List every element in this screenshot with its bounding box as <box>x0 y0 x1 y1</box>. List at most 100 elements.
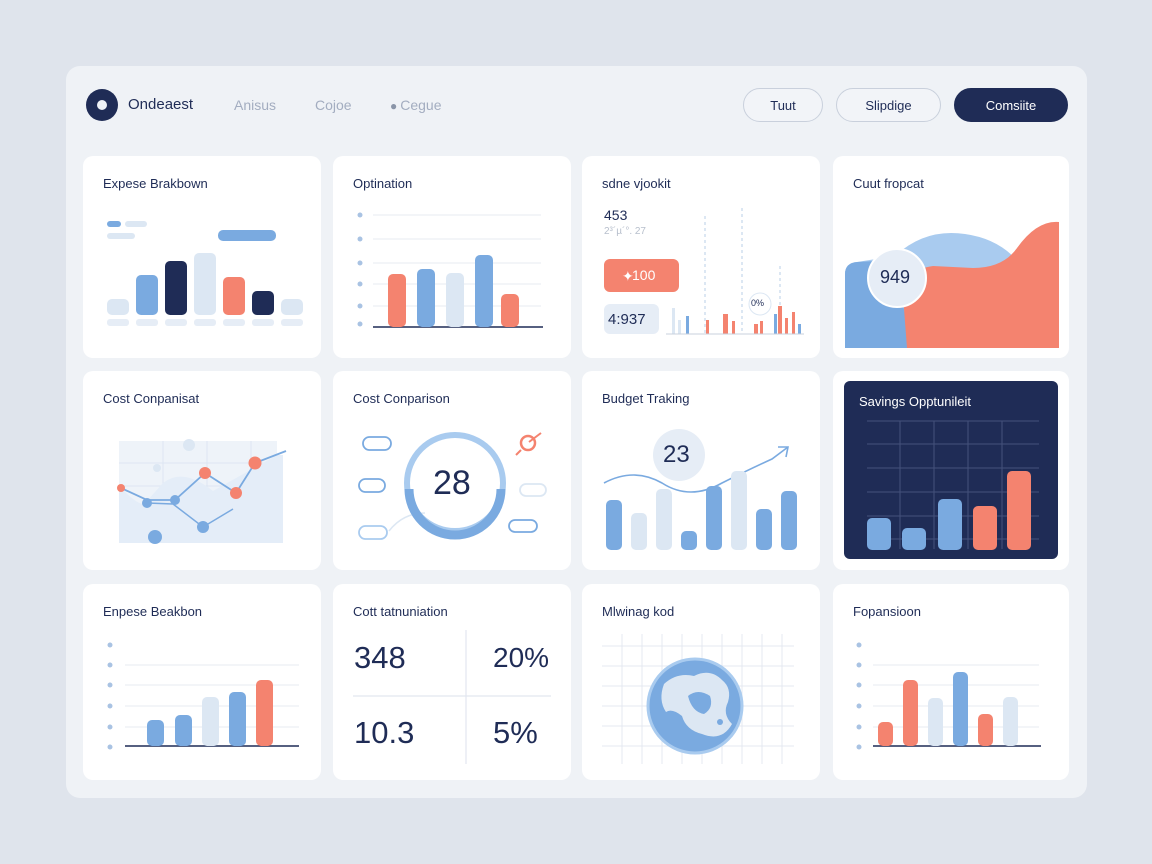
stat-value: 20% <box>493 642 550 673</box>
legend-bar <box>125 221 147 227</box>
stat-value: 348 <box>354 640 406 675</box>
value-bubble <box>867 248 927 308</box>
bar <box>731 471 747 550</box>
card-title: Fopansioon <box>853 604 921 619</box>
bar <box>928 698 943 746</box>
pct-bubble <box>748 292 772 316</box>
bar <box>681 531 697 550</box>
bar <box>229 692 246 746</box>
card-fopansioon[interactable]: Fopansioon <box>833 584 1069 780</box>
brand-name: Ondeaest <box>128 96 194 113</box>
point <box>183 439 195 451</box>
card-title: Cost Conparison <box>353 391 450 406</box>
gauge-value: 28 <box>433 464 471 502</box>
card-cost-comparison[interactable]: Cost Conparison 28 <box>333 371 571 570</box>
card-cuut-fropcat[interactable]: Cuut fropcat 949 <box>833 156 1069 358</box>
savings-chart <box>844 381 1058 559</box>
card-sdne-vjookit[interactable]: sdne vjookit 453 2³´µ´°. 27 ✦ <box>582 156 820 358</box>
card-title: Mlwinag kod <box>602 604 675 619</box>
card-savings-opportunities[interactable]: Savings Opptunileit <box>833 371 1069 570</box>
expense-beakbon-chart <box>107 642 299 750</box>
bar <box>756 509 772 550</box>
expense-breakdown-chart <box>107 221 303 326</box>
card-mlwinag-kod[interactable]: Mlwinag kod <box>582 584 820 780</box>
stat-value: 453 <box>604 207 628 223</box>
stat-subtext: 2³´µ´°. 27 <box>604 226 646 237</box>
pct-value: 0% <box>751 298 765 308</box>
dashboard-frame: Ondeaest Anisus Cojoe ● Cegue Tuut Slipdi… <box>66 66 1087 798</box>
card-title: Cost Conpanisat <box>103 391 200 406</box>
card-title: sdne vjookit <box>602 176 671 191</box>
bar <box>147 720 164 746</box>
bar <box>656 489 672 550</box>
bar <box>706 486 722 550</box>
location-icon: ● <box>390 99 398 113</box>
bar <box>606 500 622 550</box>
badge-icon: ✦ <box>622 269 634 285</box>
card-budget-tracking[interactable]: Budget Traking 23 <box>582 371 820 570</box>
bubble-value: 23 <box>663 441 690 468</box>
card-title: Enpese Beakbon <box>103 604 203 619</box>
stats-grid-lines <box>353 630 551 764</box>
cost-companisat-line-chart <box>117 439 287 544</box>
point <box>117 484 125 492</box>
area-coral <box>903 221 1059 348</box>
bar <box>417 269 435 327</box>
slipdige-button[interactable]: Slipdige <box>836 88 941 122</box>
card-title: Optination <box>353 176 413 191</box>
point <box>199 467 211 479</box>
point <box>170 495 180 505</box>
card-title: Expese Brakbown <box>103 176 208 191</box>
stat-box-value: 4:937 <box>608 311 646 328</box>
bar <box>1003 697 1018 746</box>
bar <box>867 518 891 550</box>
bar <box>781 491 797 550</box>
nav-item-anisus[interactable]: Anisus <box>234 97 277 113</box>
bar <box>475 255 493 327</box>
bar <box>878 722 893 746</box>
card-title: Savings Opptunileit <box>859 394 972 409</box>
nav-item-cegue[interactable]: ● Cegue <box>390 97 442 113</box>
bar <box>446 273 464 327</box>
bar <box>938 499 962 550</box>
card-title: Cott tatnuniation <box>353 604 448 619</box>
stat-box <box>604 304 659 334</box>
legend-swatch <box>107 221 121 227</box>
top-bar: Ondeaest Anisus Cojoe ● Cegue Tuut Slipdi… <box>66 66 1087 144</box>
panel-background <box>844 381 1058 559</box>
badge-value: 100 <box>632 267 656 283</box>
point <box>230 487 242 499</box>
logo-icon <box>86 89 118 121</box>
option-pill <box>519 483 547 497</box>
option-pill <box>362 436 392 451</box>
comsite-button[interactable]: Comsiite <box>954 88 1068 122</box>
trend-arrow <box>778 446 789 458</box>
bar <box>136 275 158 315</box>
card-title: Cuut fropcat <box>853 176 924 191</box>
bar <box>256 680 273 746</box>
nav-item-cojoe[interactable]: Cojoe <box>315 97 352 113</box>
card-cott-tatnuniation[interactable]: Cott tatnuniation 348 20% 10.3 5% <box>333 584 571 780</box>
bar <box>501 294 519 327</box>
option-pill <box>358 525 388 540</box>
legend-bar <box>107 233 135 239</box>
point <box>197 521 209 533</box>
bar <box>194 253 216 315</box>
point <box>153 464 161 472</box>
bar <box>388 274 406 327</box>
trend-line <box>603 446 789 493</box>
nav-item-cegue-label: Cegue <box>400 97 442 113</box>
card-expense-breakdown[interactable]: Expese Brakbown <box>83 156 321 358</box>
card-cost-companisat[interactable]: Cost Conpanisat <box>83 371 321 570</box>
card-optimization[interactable]: Optination <box>333 156 571 358</box>
bar <box>223 277 245 315</box>
card-expense-beakbon[interactable]: Enpese Beakbon <box>83 584 321 780</box>
bar <box>1007 471 1031 550</box>
value-bubble <box>653 429 705 481</box>
tuut-button[interactable]: Tuut <box>743 88 823 122</box>
bar <box>953 672 968 746</box>
option-pill <box>358 478 386 493</box>
gauge-fill <box>404 488 506 540</box>
point <box>142 498 152 508</box>
bar <box>252 291 274 315</box>
